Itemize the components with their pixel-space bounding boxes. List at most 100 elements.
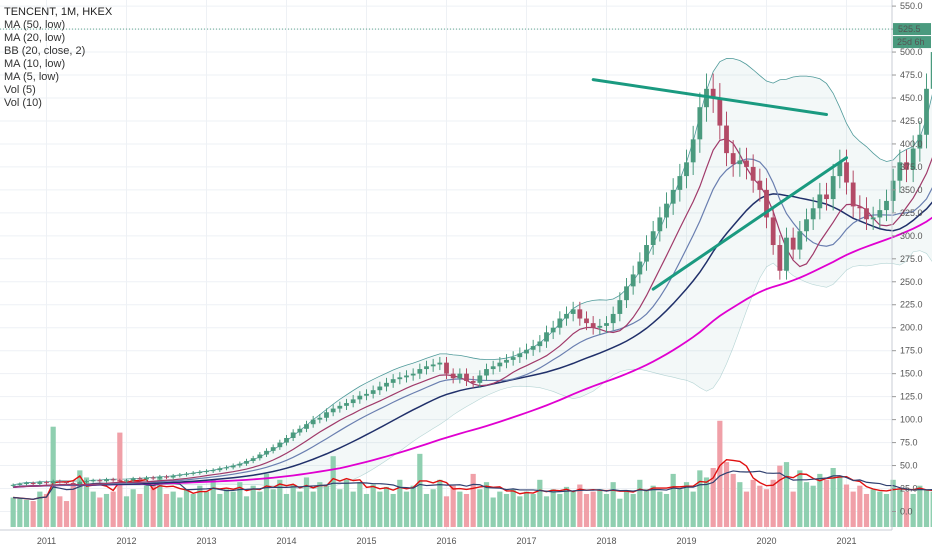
legend-bb[interactable]: BB (20, close, 2) [4, 45, 86, 57]
volume-bar [170, 491, 176, 527]
legend-ma20[interactable]: MA (20, low) [4, 32, 66, 44]
ma20-line [13, 193, 932, 488]
candle-body [64, 482, 69, 484]
candle-body [550, 327, 556, 333]
volume-bar [177, 497, 183, 527]
volume-bar [483, 482, 490, 527]
trendline[interactable] [651, 156, 848, 291]
candle-body [877, 210, 883, 218]
volume-bar [203, 491, 210, 527]
candle-body [404, 375, 409, 378]
time-tick-label: 2015 [356, 536, 376, 546]
candlesticks [10, 52, 932, 488]
volume-bar [770, 479, 776, 527]
volume-bar [377, 491, 383, 527]
volume-bar [357, 482, 363, 527]
time-tick-label: 2017 [516, 536, 536, 546]
candle-body [270, 447, 276, 451]
price-tick-label: 425.0 [900, 116, 923, 126]
trendline[interactable] [591, 78, 828, 117]
candle-body [777, 245, 783, 271]
volume-bar [670, 473, 676, 527]
candle-body [70, 483, 76, 485]
volume-bar [290, 484, 296, 527]
volume-bar [903, 491, 910, 527]
legend-vol5[interactable]: Vol (5) [4, 84, 36, 96]
volume-bar [463, 493, 470, 527]
symbol-title[interactable]: TENCENT, 1M, HKEX [4, 6, 113, 18]
volume-bar [930, 491, 932, 527]
volume-bar [350, 491, 356, 527]
volume-bar [143, 485, 150, 527]
volume-bar [190, 493, 196, 527]
volume-bar [317, 482, 323, 527]
volume-bar [257, 491, 263, 527]
candle-body [24, 483, 29, 485]
candle-body [637, 261, 643, 275]
volume-bar [50, 426, 56, 527]
candle-body [644, 245, 649, 262]
volume-bar [217, 493, 223, 527]
volume-bar [297, 491, 303, 527]
candle-body [924, 88, 929, 135]
candle-body [17, 483, 23, 485]
volume-bar [850, 491, 856, 527]
volume-bar [737, 482, 743, 527]
volume-bar [803, 482, 810, 527]
price-tick-label: 475.0 [900, 70, 923, 80]
trendlines[interactable] [0, 28, 892, 291]
legend-ma10[interactable]: MA (10, low) [4, 58, 66, 70]
candle-body [390, 379, 396, 383]
bb-upper [13, 58, 932, 486]
time-tick-label: 2018 [596, 536, 616, 546]
candle-body [397, 377, 403, 380]
volume-bar [697, 470, 703, 527]
volume-bar [583, 493, 590, 527]
volume-bar [503, 493, 510, 527]
price-tick-label: 150.0 [900, 369, 923, 379]
volume-bar [883, 493, 890, 527]
volume-bar [630, 493, 636, 527]
candle-body [750, 166, 756, 181]
volume-bar [897, 489, 903, 527]
volume-bar [550, 489, 556, 527]
legend-vol10[interactable]: Vol (10) [4, 97, 42, 109]
candle-body [110, 479, 116, 481]
candle-body [497, 362, 503, 367]
candle-body [677, 176, 683, 190]
candle-body [904, 162, 909, 170]
price-axis[interactable]: 550.0525.0500.0475.0450.0425.0400.0375.0… [891, 0, 923, 530]
volume-bar [323, 485, 330, 527]
legend-ma5[interactable]: MA (5, low) [4, 71, 60, 83]
legend-ma50[interactable]: MA (50, low) [4, 19, 66, 31]
candle-body [117, 480, 123, 482]
candle-body [930, 52, 932, 89]
candle-body [257, 454, 263, 459]
volume-bar [810, 485, 816, 527]
price-tick-label: 350.0 [900, 185, 923, 195]
volume-bar [570, 491, 576, 527]
volume-bar [497, 491, 503, 527]
candle-body [784, 237, 789, 271]
bb-fill [13, 58, 932, 489]
price-tick-label: 125.0 [900, 392, 923, 402]
candle-body [237, 463, 243, 466]
volume-bar [423, 493, 430, 527]
volume-bar [370, 484, 376, 527]
candle-body [804, 219, 809, 232]
candle-body [264, 450, 269, 455]
candle-body [544, 332, 549, 342]
candle-body [830, 176, 836, 200]
volume-bar [663, 493, 670, 527]
volume-bar [537, 479, 543, 527]
volume-bar [10, 497, 16, 527]
candle-body [604, 323, 609, 326]
time-axis[interactable]: 2011 2012 2013 2014 2015 2016 2017 2018 2019 2020… [0, 529, 892, 546]
candle-body [104, 479, 109, 482]
volume-bar [650, 485, 656, 527]
volume-bar [430, 489, 436, 527]
volume-bar [490, 497, 496, 527]
last-price-label: 525.5 25d 6h [893, 23, 931, 49]
candle-body [857, 206, 863, 209]
